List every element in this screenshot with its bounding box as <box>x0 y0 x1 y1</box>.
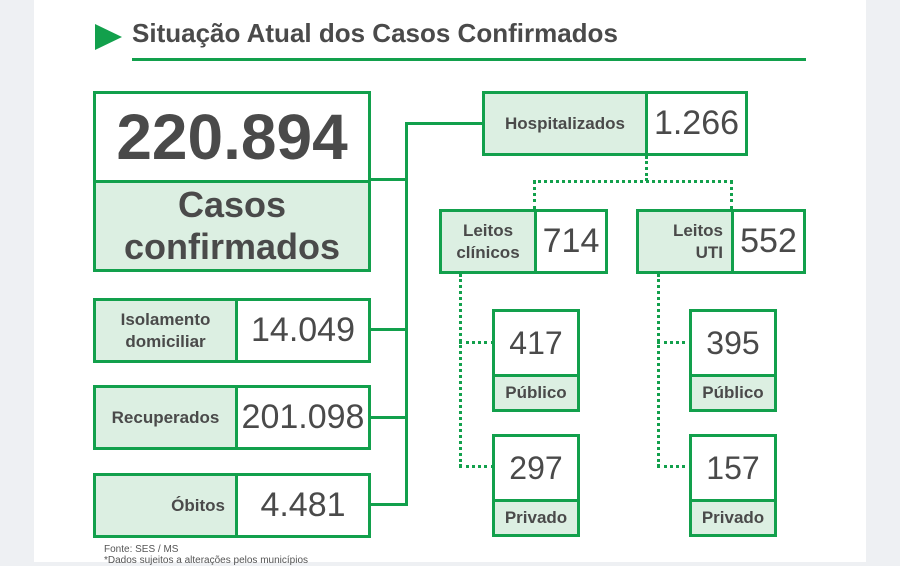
leitos-clinicos-label-line1: Leitos <box>462 220 514 240</box>
dotted-connector-split <box>533 180 733 183</box>
total-cases-value-box: 220.894 <box>93 91 371 183</box>
clinicos-publico-value-box: 417 <box>492 309 580 377</box>
obitos-label-box: Óbitos <box>93 473 238 538</box>
dotted-branch-uti <box>657 274 660 467</box>
dotted-branch-clinicos-publico <box>459 341 494 344</box>
clinicos-publico-value: 417 <box>509 324 563 361</box>
obitos-value-box: 4.481 <box>235 473 371 538</box>
total-cases-label-line2: confirmados <box>123 226 341 267</box>
dotted-branch-uti-publico <box>657 341 692 344</box>
dotted-connector-clinicos <box>533 180 536 210</box>
clinicos-privado-label-box: Privado <box>492 499 580 537</box>
isolamento-value: 14.049 <box>251 311 355 349</box>
play-arrow-icon <box>95 24 122 50</box>
clinicos-publico-label-box: Público <box>492 374 580 412</box>
dotted-branch-clinicos-privado <box>459 465 494 468</box>
uti-publico-label-box: Público <box>689 374 777 412</box>
title-underline <box>132 58 806 61</box>
connector-trunk <box>405 122 408 506</box>
leitos-clinicos-label-box: Leitos clínicos <box>439 209 537 274</box>
connector-isolamento <box>371 328 408 331</box>
leitos-uti-label-box: Leitos UTI <box>636 209 734 274</box>
page-title: Situação Atual dos Casos Confirmados <box>132 18 618 48</box>
isolamento-label-line1: Isolamento <box>120 309 211 329</box>
connector-recuperados <box>371 416 408 419</box>
leitos-uti-label-line2: UTI <box>695 242 723 262</box>
hospitalizados-value-box: 1.266 <box>645 91 748 156</box>
clinicos-publico-label: Público <box>505 383 567 402</box>
connector-total <box>371 178 408 181</box>
uti-publico-value-box: 395 <box>689 309 777 377</box>
total-cases-value: 220.894 <box>116 101 348 173</box>
leitos-clinicos-value: 714 <box>542 222 600 260</box>
dotted-branch-clinicos <box>459 274 462 467</box>
recuperados-value: 201.098 <box>241 398 365 436</box>
footer-source: Fonte: SES / MS <box>104 544 179 555</box>
total-cases-label-box: Casos confirmados <box>93 180 371 272</box>
isolamento-label-box: Isolamento domiciliar <box>93 298 238 363</box>
dotted-branch-uti-privado <box>657 465 692 468</box>
clinicos-privado-value: 297 <box>509 449 563 486</box>
hospitalizados-value: 1.266 <box>653 104 740 142</box>
connector-hospitalizados <box>405 122 485 125</box>
leitos-clinicos-value-box: 714 <box>534 209 608 274</box>
leitos-uti-label-line1: Leitos <box>672 220 723 240</box>
uti-privado-label: Privado <box>701 508 765 527</box>
isolamento-value-box: 14.049 <box>235 298 371 363</box>
obitos-value: 4.481 <box>260 486 346 524</box>
footer-note: *Dados sujeitos a alterações pelos munic… <box>104 555 308 566</box>
total-cases-label-line1: Casos <box>177 184 287 225</box>
hospitalizados-label: Hospitalizados <box>505 113 625 133</box>
clinicos-privado-label: Privado <box>504 508 568 527</box>
obitos-label: Óbitos <box>171 495 225 515</box>
dotted-connector-uti <box>730 180 733 210</box>
uti-publico-value: 395 <box>706 324 760 361</box>
leitos-uti-value: 552 <box>740 222 797 260</box>
recuperados-label-box: Recuperados <box>93 385 238 450</box>
uti-privado-value-box: 157 <box>689 434 777 502</box>
connector-obitos <box>371 503 408 506</box>
leitos-clinicos-label-line2: clínicos <box>456 242 520 262</box>
recuperados-label: Recuperados <box>111 407 220 427</box>
hospitalizados-label-box: Hospitalizados <box>482 91 648 156</box>
uti-privado-label-box: Privado <box>689 499 777 537</box>
uti-publico-label: Público <box>702 383 764 402</box>
clinicos-privado-value-box: 297 <box>492 434 580 502</box>
isolamento-label-line2: domiciliar <box>125 331 206 351</box>
dotted-connector-hosp <box>645 156 648 181</box>
uti-privado-value: 157 <box>706 449 760 486</box>
recuperados-value-box: 201.098 <box>235 385 371 450</box>
leitos-uti-value-box: 552 <box>731 209 806 274</box>
